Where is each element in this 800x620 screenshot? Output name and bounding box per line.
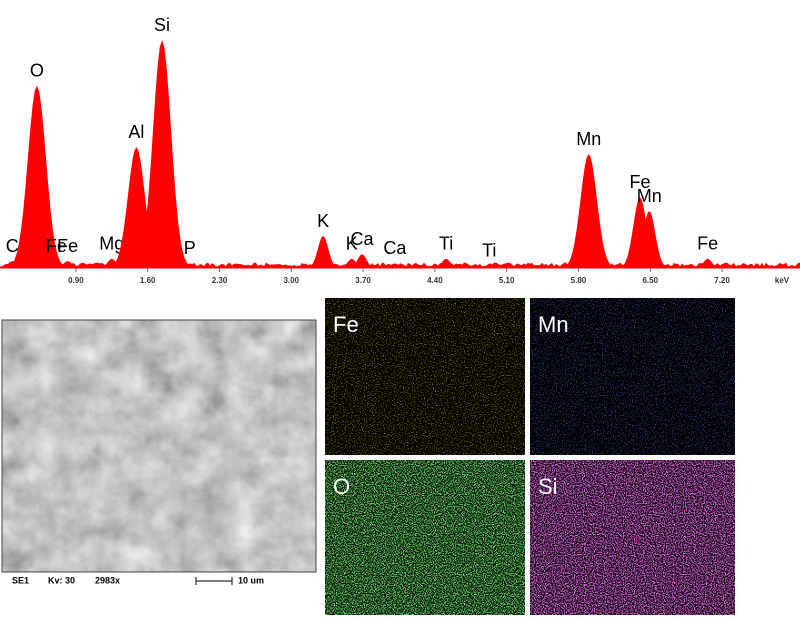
peak	[94, 258, 130, 268]
x-tick-label: 0.90	[68, 276, 84, 285]
x-tick-label: 5.80	[571, 276, 587, 285]
peak-label: Si	[154, 15, 170, 35]
peak-label: Ca	[351, 229, 375, 249]
peak-label: Mn	[576, 129, 601, 149]
peak-label: Ti	[482, 240, 496, 260]
peak	[334, 258, 370, 268]
peak-label: Mg	[99, 234, 124, 254]
peak-label: Mn	[637, 186, 662, 206]
peak	[0, 85, 73, 268]
sem-detector: SE1	[12, 575, 29, 585]
peak-label: K	[346, 234, 358, 254]
map-label: Si	[538, 474, 558, 499]
peak	[624, 211, 674, 268]
map-signal	[530, 460, 735, 615]
x-tick-label: 6.50	[642, 276, 658, 285]
x-tick-label: 3.70	[355, 276, 371, 285]
peak	[344, 254, 381, 268]
map-label: Fe	[333, 312, 359, 337]
map-signal	[530, 298, 735, 455]
element-maps: Fe Mn O Si	[325, 298, 735, 615]
peak	[472, 265, 506, 268]
peak-label: Ca	[383, 238, 407, 258]
x-tick-label: 4.40	[427, 276, 443, 285]
map-label: O	[333, 474, 350, 499]
sem-magnification: 2983x	[95, 575, 120, 585]
peak-label: C	[6, 236, 19, 256]
peak	[126, 40, 199, 268]
peak	[428, 258, 464, 268]
peak	[102, 147, 171, 268]
x-axis-label: keV	[775, 276, 790, 285]
peak	[39, 261, 74, 268]
peak-label: O	[30, 60, 44, 80]
map-signal	[325, 298, 525, 455]
peak	[613, 197, 667, 268]
x-tick-label: 2.30	[212, 276, 228, 285]
peak-label: Fe	[629, 172, 650, 192]
peak-label: P	[184, 238, 196, 258]
x-tick-label: 7.20	[714, 276, 730, 285]
peak	[556, 154, 622, 268]
map-signal	[325, 460, 525, 615]
peak	[690, 258, 726, 268]
peak	[378, 263, 412, 268]
peak-label: Fe	[57, 236, 78, 256]
peak-label: K	[317, 211, 329, 231]
peak-label: Ti	[439, 234, 453, 254]
x-tick-label: 1.60	[140, 276, 156, 285]
scale-bar	[195, 577, 233, 585]
x-tick-label: 3.00	[283, 276, 299, 285]
peak-label: Al	[128, 122, 144, 142]
peak	[302, 236, 344, 268]
sem-panel: SE1 Kv: 30 2983x 10 um	[1, 319, 317, 585]
map-label: Mn	[538, 312, 569, 337]
sem-scale-label: 10 um	[238, 575, 264, 585]
x-tick-label: 5.10	[499, 276, 515, 285]
peak-label: Fe	[697, 234, 718, 254]
sem-voltage: Kv: 30	[48, 575, 75, 585]
sem-image	[2, 320, 316, 572]
peak	[173, 263, 207, 268]
peak-label: Fe	[46, 236, 67, 256]
sem-frame	[1, 319, 317, 573]
peak	[50, 261, 85, 268]
